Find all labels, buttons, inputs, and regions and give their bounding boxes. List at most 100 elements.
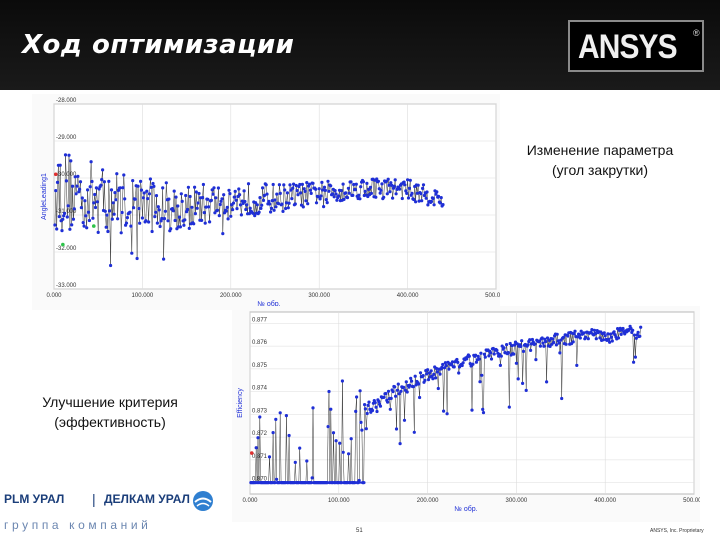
data-point <box>533 342 537 346</box>
data-point <box>431 377 435 381</box>
data-point <box>206 197 210 201</box>
data-point <box>577 333 581 337</box>
data-point <box>310 476 314 480</box>
data-point <box>461 361 465 365</box>
data-point <box>639 325 643 329</box>
data-point <box>62 214 66 218</box>
data-point <box>492 352 496 356</box>
data-point <box>77 190 81 194</box>
data-point <box>254 446 258 450</box>
data-point <box>90 179 94 184</box>
data-point <box>351 193 355 197</box>
data-point <box>395 388 399 392</box>
data-point <box>538 344 542 348</box>
data-point <box>548 344 552 348</box>
data-point <box>246 182 251 186</box>
data-point <box>86 188 90 192</box>
data-point <box>441 203 445 207</box>
data-point <box>427 371 431 375</box>
data-point <box>102 180 106 184</box>
data-point <box>284 206 288 211</box>
data-point <box>150 229 154 234</box>
data-point <box>479 351 483 355</box>
data-point <box>54 189 58 193</box>
data-point <box>311 406 315 410</box>
data-point <box>138 221 142 225</box>
data-point <box>269 210 273 214</box>
data-point <box>118 186 122 190</box>
data-point <box>265 192 269 196</box>
data-point <box>621 326 625 331</box>
data-point <box>55 227 59 231</box>
data-point <box>99 183 103 187</box>
data-point <box>108 209 112 213</box>
data-point <box>367 187 371 191</box>
data-point <box>457 371 461 375</box>
data-point <box>508 341 512 346</box>
data-point <box>238 203 243 207</box>
data-point <box>158 224 162 229</box>
data-point <box>354 182 358 186</box>
x-tick-label: 400.000 <box>594 498 616 504</box>
data-point <box>188 194 192 199</box>
y-tick-label: -31.000 <box>56 209 77 215</box>
data-point <box>306 202 310 206</box>
data-point <box>435 370 439 374</box>
data-point <box>327 389 331 394</box>
ansys-logo-text: ANSYS <box>578 28 678 66</box>
data-point <box>332 195 336 199</box>
data-point <box>213 211 217 215</box>
data-point <box>195 206 199 210</box>
data-point <box>420 199 424 203</box>
data-point <box>232 195 236 199</box>
data-point <box>164 181 168 185</box>
data-point <box>284 201 289 205</box>
data-point <box>244 207 248 212</box>
data-point <box>329 184 333 188</box>
data-point <box>434 366 439 371</box>
data-point <box>156 205 160 209</box>
data-point <box>601 338 605 342</box>
data-point <box>322 185 327 189</box>
data-point <box>426 378 431 382</box>
data-point <box>483 355 487 359</box>
data-point <box>410 191 414 195</box>
data-point <box>447 367 451 371</box>
data-point <box>109 263 113 268</box>
data-point <box>166 219 170 223</box>
data-point <box>325 481 329 485</box>
data-point <box>521 349 526 353</box>
data-point <box>185 207 190 212</box>
data-point <box>274 205 278 209</box>
data-point <box>136 184 140 188</box>
data-point <box>119 231 123 235</box>
data-point <box>273 198 277 202</box>
data-point <box>180 199 184 203</box>
data-point <box>292 182 296 186</box>
data-point <box>154 210 158 214</box>
efficiency-chart-svg: 0.8770.8760.8750.8740.8730.8720.8710.870… <box>237 311 706 513</box>
data-point <box>257 210 261 214</box>
data-point <box>375 177 379 181</box>
criterion-annotation: Улучшение критерия (эффективность) <box>20 392 200 432</box>
y-axis-label: AngleLeading1 <box>41 173 48 220</box>
data-point <box>287 433 291 438</box>
data-point <box>235 207 239 211</box>
data-point <box>277 183 281 187</box>
y-tick-label: 0.870 <box>252 477 268 483</box>
data-point <box>389 181 393 185</box>
data-point <box>505 343 509 347</box>
data-point <box>340 379 344 383</box>
data-point <box>540 336 544 340</box>
data-point <box>217 214 221 218</box>
data-point <box>295 189 299 193</box>
data-point <box>544 339 548 344</box>
data-point <box>66 204 70 208</box>
data-point <box>603 334 607 338</box>
data-point <box>399 389 403 393</box>
data-point <box>177 215 182 219</box>
data-point <box>248 206 252 210</box>
data-point <box>197 191 201 196</box>
data-point <box>193 212 197 216</box>
y-tick-label: 0.871 <box>252 454 268 460</box>
